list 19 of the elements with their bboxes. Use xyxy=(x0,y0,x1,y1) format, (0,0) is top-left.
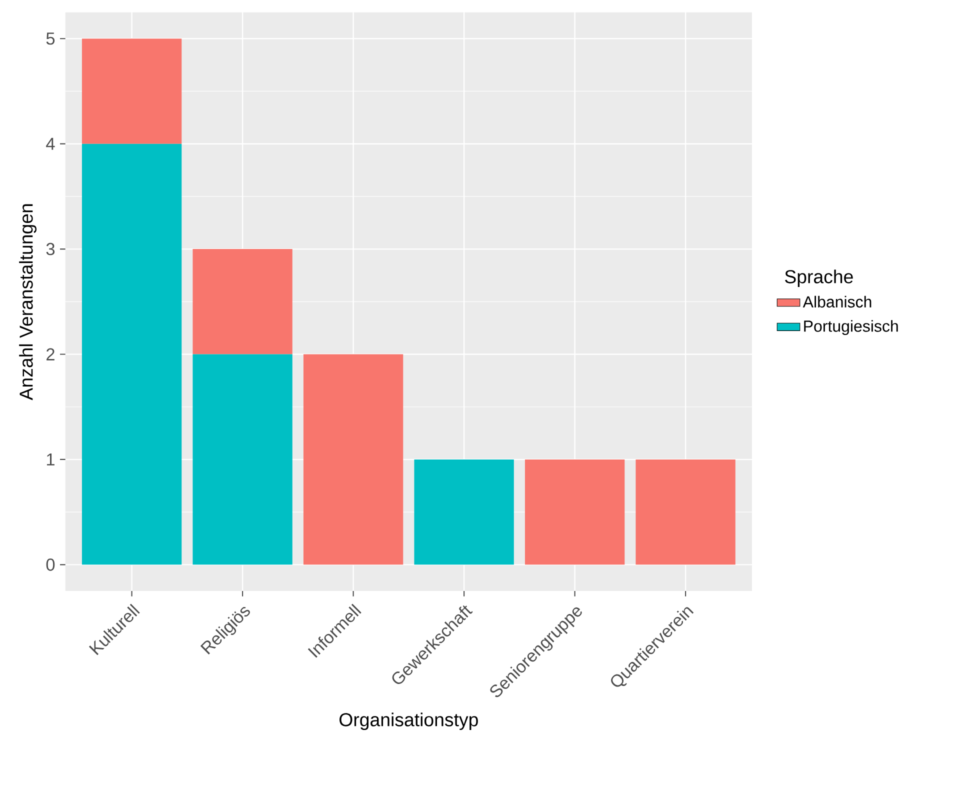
bar xyxy=(414,459,514,565)
bar xyxy=(303,354,404,565)
y-tick-label: 2 xyxy=(46,348,54,360)
y-tick-label: 0 xyxy=(46,558,55,571)
bar xyxy=(192,354,292,565)
y-tick-label: 1 xyxy=(46,454,54,466)
legend-label: Albanisch xyxy=(802,296,872,308)
bar xyxy=(524,459,625,565)
y-tick-label: 4 xyxy=(46,138,55,150)
x-axis-title: Organisationstyp xyxy=(340,712,478,730)
bar xyxy=(82,144,182,565)
bar xyxy=(192,249,292,354)
legend-label: Portugiesisch xyxy=(804,320,898,336)
y-tick-label: 3 xyxy=(46,242,55,256)
legend-title: Sprache xyxy=(785,270,853,288)
bar xyxy=(636,459,736,565)
y-axis-title: Anzahl Veranstaltungen xyxy=(19,204,36,400)
bar xyxy=(82,38,182,144)
y-tick-label: 5 xyxy=(46,32,55,45)
